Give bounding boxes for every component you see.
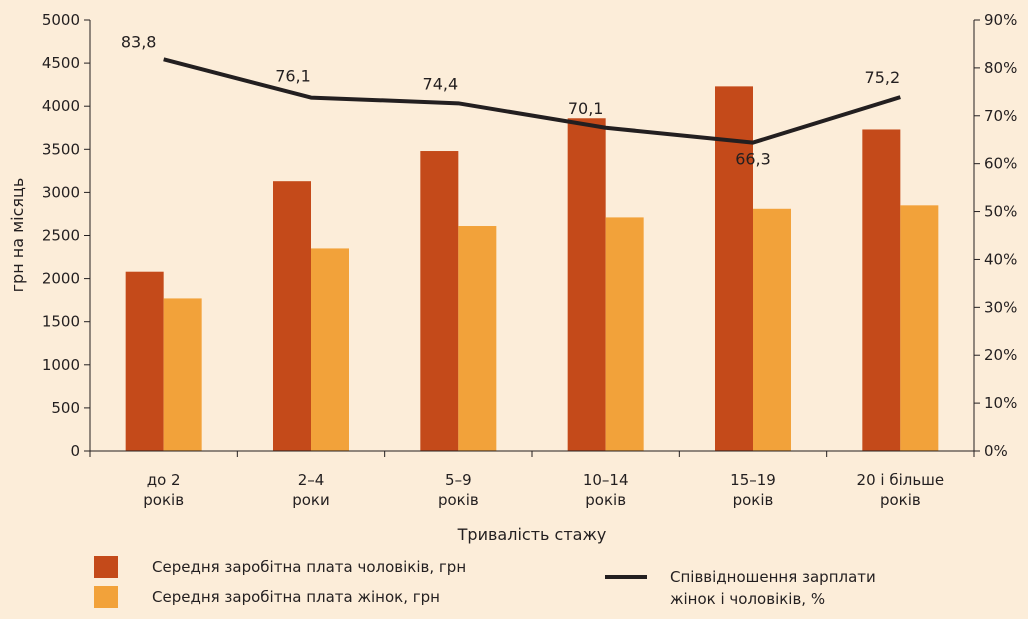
bar-men-2 bbox=[420, 151, 459, 452]
bar-men-4 bbox=[715, 86, 753, 452]
line-data-label-3: 70,1 bbox=[568, 99, 604, 118]
y-tick-label-1: 500 bbox=[51, 399, 80, 417]
line-data-label-2: 74,4 bbox=[423, 74, 459, 93]
y-tick-label-5: 2500 bbox=[42, 227, 80, 245]
y2-tick-label-2: 20% bbox=[984, 346, 1017, 364]
x-tick-label-2-0: 5–9 bbox=[445, 471, 472, 489]
line-data-label-1: 76,1 bbox=[275, 67, 311, 86]
y2-tick-label-0: 0% bbox=[984, 442, 1008, 460]
y2-tick-label-8: 80% bbox=[984, 59, 1017, 77]
x-tick-label-1-0: 2–4 bbox=[298, 471, 325, 489]
plot-area: 0 500 1000 1500 2000 2500 3000 3500 4000 4500 5000… bbox=[42, 11, 1018, 509]
bar-women-0 bbox=[163, 298, 202, 451]
y2-tick-label-9: 90% bbox=[984, 11, 1017, 29]
bar-women-2 bbox=[458, 226, 497, 451]
x-tick-label-4-0: 15–19 bbox=[730, 471, 776, 489]
y-axis-title: грн на місяць bbox=[8, 178, 27, 293]
y-tick-label-8: 4000 bbox=[42, 97, 80, 115]
legend: Середня заробітна плата чоловіків, грн Се… bbox=[94, 556, 876, 608]
x-tick-label-5-0: 20 і більше bbox=[857, 471, 945, 489]
bar-women-5 bbox=[900, 205, 939, 451]
bar-men-1 bbox=[273, 181, 311, 451]
y2-tick-label-5: 50% bbox=[984, 203, 1017, 221]
y2-tick-label-7: 70% bbox=[984, 107, 1017, 125]
x-tick-label-5-1: років bbox=[880, 491, 921, 509]
bar-men-0 bbox=[125, 271, 164, 451]
y2-tick-label-1: 10% bbox=[984, 394, 1017, 412]
bar-women-1 bbox=[311, 248, 349, 451]
legend-swatch-women bbox=[94, 586, 118, 608]
x-tick-label-3-0: 10–14 bbox=[583, 471, 629, 489]
y-tick-label-7: 3500 bbox=[42, 140, 80, 158]
bar-men-5 bbox=[862, 129, 901, 451]
legend-swatch-men bbox=[94, 556, 118, 578]
y-tick-label-9: 4500 bbox=[42, 54, 80, 72]
x-tick-label-4-1: років bbox=[733, 491, 774, 509]
bar-women-3 bbox=[605, 217, 644, 451]
x-tick-label-2-1: років bbox=[438, 491, 479, 509]
y-tick-label-4: 2000 bbox=[42, 270, 80, 288]
x-tick-label-0-1: років bbox=[143, 491, 184, 509]
y2-tick-label-6: 60% bbox=[984, 155, 1017, 173]
legend-label-ratio-0: Співвідношення зарплати bbox=[670, 568, 876, 586]
ratio-line bbox=[163, 57, 901, 145]
line-data-label-0: 83,8 bbox=[121, 32, 157, 51]
x-tick-label-1-1: роки bbox=[292, 491, 330, 509]
legend-label-women: Середня заробітна плата жінок, грн bbox=[152, 588, 440, 606]
line-data-label-5: 75,2 bbox=[865, 68, 901, 87]
legend-label-ratio-1: жінок і чоловіків, % bbox=[670, 590, 825, 608]
y2-tick-label-4: 40% bbox=[984, 250, 1017, 268]
y-tick-label-6: 3000 bbox=[42, 183, 80, 201]
y-tick-label-2: 1000 bbox=[42, 356, 80, 374]
x-tick-label-3-1: років bbox=[585, 491, 626, 509]
x-axis-title: Тривалість стажу bbox=[457, 525, 607, 544]
y-tick-label-10: 5000 bbox=[42, 11, 80, 29]
bar-women-4 bbox=[753, 208, 791, 451]
bar-men-3 bbox=[567, 118, 606, 451]
y-tick-label-0: 0 bbox=[70, 442, 80, 460]
y2-tick-label-3: 30% bbox=[984, 298, 1017, 316]
x-tick-label-0-0: до 2 bbox=[147, 471, 181, 489]
line-data-label-4: 66,3 bbox=[735, 150, 771, 169]
legend-label-men: Середня заробітна плата чоловіків, грн bbox=[152, 558, 466, 576]
y-tick-label-3: 1500 bbox=[42, 313, 80, 331]
